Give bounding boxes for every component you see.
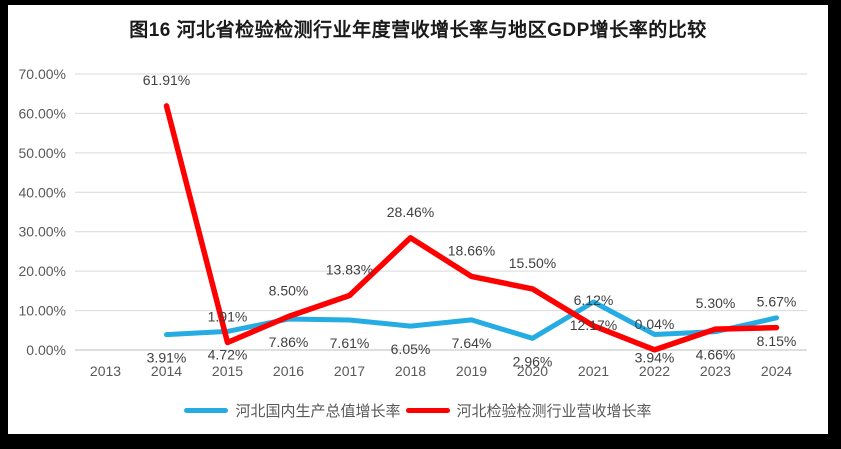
data-label: 7.86%	[269, 334, 309, 350]
data-label: 7.64%	[452, 335, 492, 351]
x-tick-label: 2013	[90, 363, 121, 379]
y-tick-label: 40.00%	[19, 184, 66, 200]
legend-label-gdp: 河北国内生产总值增长率	[235, 403, 401, 420]
data-label: 5.67%	[757, 294, 797, 310]
y-tick-label: 0.00%	[26, 342, 66, 358]
data-label: 7.61%	[330, 335, 370, 351]
data-label: 5.30%	[696, 295, 736, 311]
x-tick-label: 2021	[578, 363, 609, 379]
data-label: 1.91%	[208, 308, 248, 324]
legend-item-revenue: 河北检验检测行业营收增长率	[405, 400, 652, 421]
y-tick-label: 50.00%	[19, 145, 66, 161]
y-tick-label: 30.00%	[19, 224, 66, 240]
x-tick-label: 2016	[273, 363, 304, 379]
x-tick-label: 2022	[639, 363, 670, 379]
data-label: 28.46%	[387, 204, 434, 220]
data-label: 4.72%	[208, 346, 248, 362]
y-tick-label: 70.00%	[19, 66, 66, 82]
x-tick-label: 2014	[151, 363, 182, 379]
x-tick-label: 2024	[761, 363, 792, 379]
chart-canvas: 图16 河北省检验检测行业年度营收增长率与地区GDP增长率的比较 0.00% 10…	[8, 5, 828, 434]
data-label: 13.83%	[326, 261, 373, 277]
y-tick-label: 10.00%	[19, 303, 66, 319]
line-chart-plot: 0.00% 10.00% 20.00% 30.00% 40.00% 50.00% 60.00…	[19, 66, 807, 379]
chart-legend: 河北国内生产总值增长率 河北检验检测行业营收增长率	[8, 400, 828, 421]
data-label: 12.17%	[570, 317, 617, 333]
revenue-line-swatch-icon	[405, 408, 450, 413]
data-label: 15.50%	[509, 255, 556, 271]
revenue-growth-line	[163, 103, 780, 353]
x-tick-label: 2020	[517, 363, 548, 379]
data-label: 0.04%	[635, 316, 675, 332]
data-label: 61.91%	[143, 72, 190, 88]
data-label: 3.94%	[635, 349, 675, 365]
legend-item-gdp: 河北国内生产总值增长率	[184, 400, 401, 421]
data-label: 6.12%	[574, 292, 614, 308]
data-label: 3.91%	[147, 350, 187, 366]
data-label: 2.96%	[513, 353, 553, 369]
x-tick-label: 2019	[456, 363, 487, 379]
gdp-line-swatch-icon	[184, 408, 229, 413]
legend-label-revenue: 河北检验检测行业营收增长率	[456, 403, 652, 420]
data-label: 18.66%	[448, 242, 495, 258]
y-tick-label: 60.00%	[19, 105, 66, 121]
chart-title: 图16 河北省检验检测行业年度营收增长率与地区GDP增长率的比较	[129, 20, 707, 41]
x-tick-label: 2017	[334, 363, 365, 379]
data-label: 8.50%	[269, 282, 309, 298]
data-label: 6.05%	[391, 341, 431, 357]
y-tick-label: 20.00%	[19, 263, 66, 279]
gdp-growth-line	[164, 299, 779, 341]
x-tick-label: 2023	[700, 363, 731, 379]
data-label: 4.66%	[696, 347, 736, 363]
data-label: 8.15%	[757, 333, 797, 349]
x-tick-label: 2015	[212, 363, 243, 379]
x-tick-label: 2018	[395, 363, 426, 379]
